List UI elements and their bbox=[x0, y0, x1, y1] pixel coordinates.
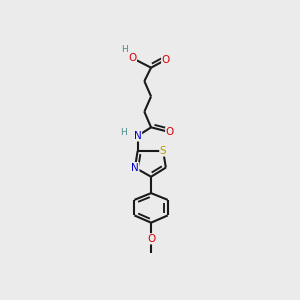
Text: H: H bbox=[120, 128, 127, 137]
Text: O: O bbox=[166, 127, 174, 137]
Text: O: O bbox=[162, 55, 170, 64]
Text: N: N bbox=[131, 163, 139, 172]
Text: H: H bbox=[121, 45, 128, 54]
Text: O: O bbox=[128, 53, 136, 63]
Text: S: S bbox=[160, 146, 166, 156]
Text: O: O bbox=[147, 234, 155, 244]
Text: N: N bbox=[134, 131, 142, 141]
